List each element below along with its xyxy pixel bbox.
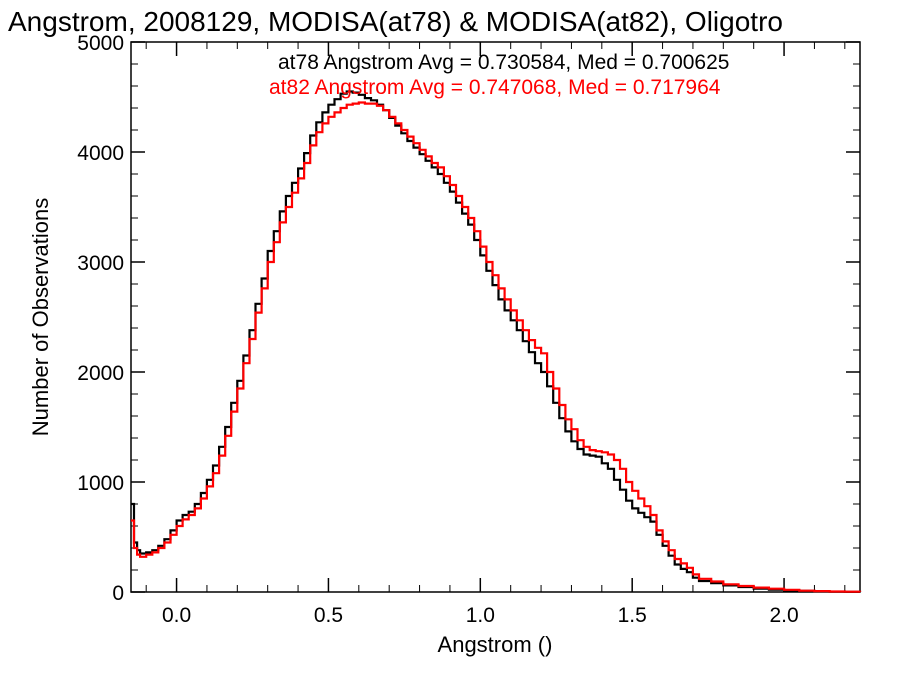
plot-frame	[130, 41, 861, 593]
y-axis-label: Number of Observations	[28, 198, 53, 436]
series-line-at82	[131, 101, 862, 593]
x-tick-label: 0.0	[162, 604, 191, 627]
y-tick-label: 5000	[77, 32, 124, 55]
y-axis: 0 1000 2000 3000 4000 5000	[77, 32, 860, 605]
legend-at82: at82 Angstrom Avg = 0.747068, Med = 0.71…	[269, 76, 721, 99]
y-tick-label: 2000	[77, 362, 124, 385]
series-line-at78	[131, 90, 862, 593]
y-tick-label: 4000	[77, 142, 124, 165]
y-tick-label: 3000	[77, 252, 124, 275]
x-tick-label: 1.5	[618, 604, 647, 627]
x-axis-label: Angstrom ()	[438, 632, 553, 657]
y-tick-label: 1000	[77, 472, 124, 495]
x-axis: 0.0 0.5 1.0 1.5 2.0	[145, 42, 846, 627]
x-tick-label: 0.5	[314, 604, 343, 627]
y-tick-label: 0	[112, 582, 124, 605]
x-tick-label: 1.0	[466, 604, 495, 627]
legend-at78: at78 Angstrom Avg = 0.730584, Med = 0.70…	[278, 51, 729, 74]
series-group	[131, 90, 862, 593]
x-tick-label: 2.0	[769, 604, 798, 627]
chart-title: Angstrom, 2008129, MODISA(at78) & MODISA…	[8, 6, 783, 37]
